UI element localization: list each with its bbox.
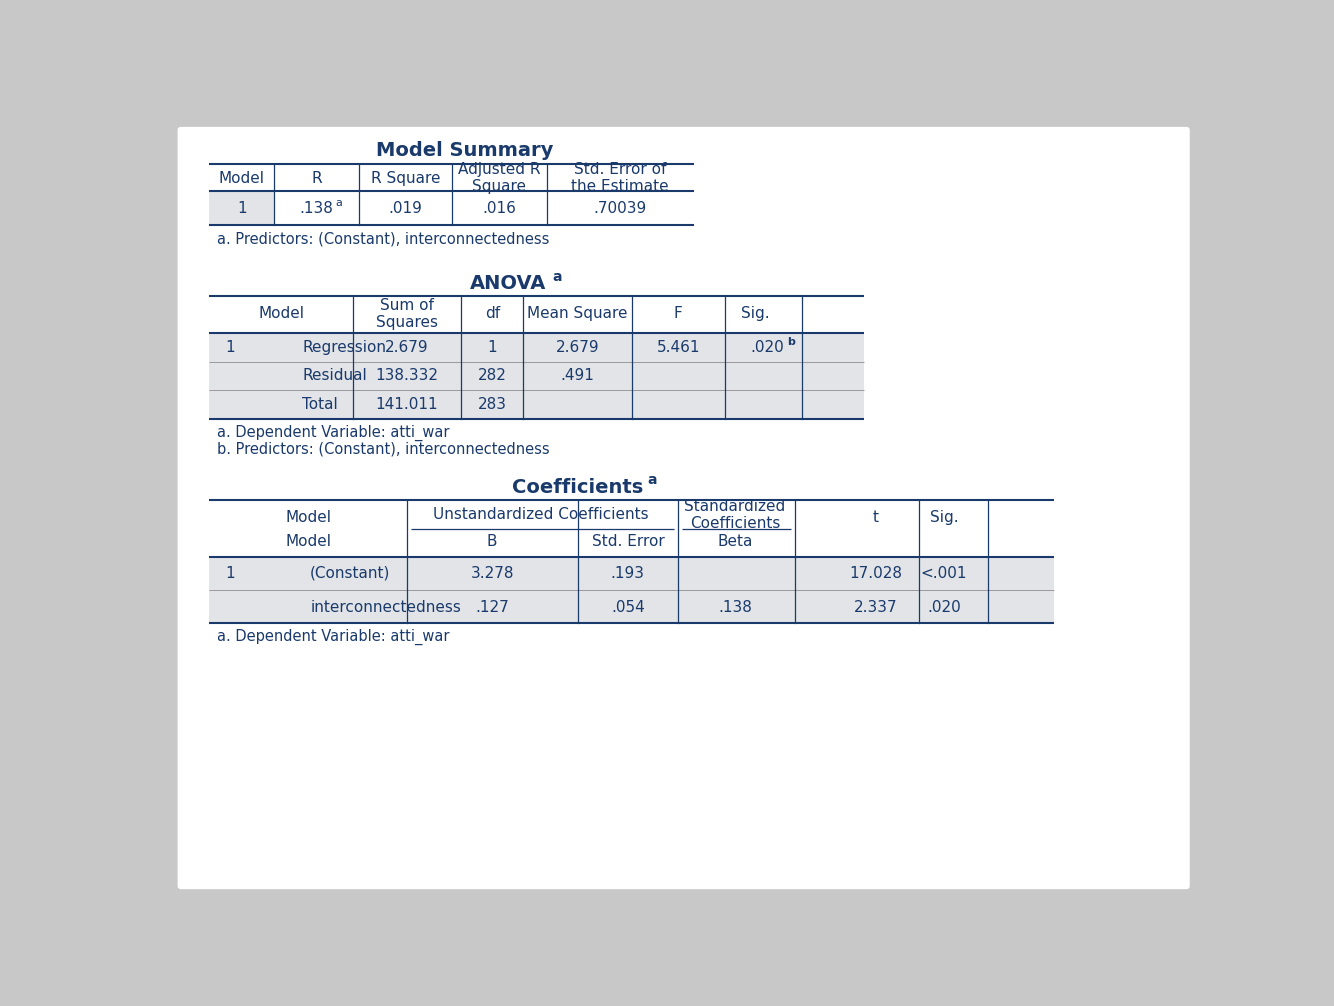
Text: df: df: [484, 307, 500, 322]
Text: b. Predictors: (Constant), interconnectedness: b. Predictors: (Constant), interconnecte…: [217, 442, 550, 457]
Text: .020: .020: [751, 340, 784, 354]
Text: 3.278: 3.278: [471, 566, 514, 581]
Text: <.001: <.001: [920, 566, 967, 581]
Text: 138.332: 138.332: [375, 368, 439, 383]
FancyBboxPatch shape: [209, 333, 864, 418]
Text: 1: 1: [487, 340, 498, 354]
Text: Sig.: Sig.: [930, 510, 958, 525]
Text: .70039: .70039: [594, 201, 647, 216]
Text: ANOVA: ANOVA: [470, 274, 546, 293]
Text: 282: 282: [478, 368, 507, 383]
Text: Model: Model: [285, 534, 332, 549]
Text: a: a: [647, 473, 656, 487]
Text: Sig.: Sig.: [742, 307, 770, 322]
Text: Std. Error: Std. Error: [591, 534, 664, 549]
FancyBboxPatch shape: [177, 127, 1190, 889]
Text: b: b: [787, 337, 795, 347]
Text: Unstandardized Coefficients: Unstandardized Coefficients: [434, 507, 648, 522]
Text: .019: .019: [388, 201, 423, 216]
Text: a. Predictors: (Constant), interconnectedness: a. Predictors: (Constant), interconnecte…: [217, 231, 550, 246]
Text: Regression: Regression: [303, 340, 387, 354]
Text: .127: .127: [475, 600, 510, 615]
Text: interconnectedness: interconnectedness: [309, 600, 462, 615]
Text: .016: .016: [483, 201, 516, 216]
Text: .020: .020: [927, 600, 960, 615]
Text: 2.679: 2.679: [556, 340, 599, 354]
Text: Beta: Beta: [718, 534, 752, 549]
Text: Mean Square: Mean Square: [527, 307, 628, 322]
Text: 1: 1: [225, 566, 235, 581]
Text: a. Dependent Variable: atti_war: a. Dependent Variable: atti_war: [217, 425, 450, 441]
Text: F: F: [674, 307, 683, 322]
Text: Model: Model: [259, 306, 304, 321]
Text: Coefficients: Coefficients: [512, 478, 643, 497]
Text: 1: 1: [225, 340, 235, 354]
Text: Std. Error of
the Estimate: Std. Error of the Estimate: [571, 162, 668, 194]
Text: Model: Model: [285, 510, 332, 525]
Text: Adjusted R
Square: Adjusted R Square: [458, 162, 540, 194]
Text: 283: 283: [478, 396, 507, 411]
Text: 5.461: 5.461: [656, 340, 700, 354]
Text: 1: 1: [237, 201, 247, 216]
Text: Residual: Residual: [303, 368, 367, 383]
Text: a: a: [552, 270, 562, 284]
Text: (Constant): (Constant): [309, 566, 391, 581]
Text: Total: Total: [303, 396, 338, 411]
FancyBboxPatch shape: [209, 191, 273, 225]
Text: Model Summary: Model Summary: [376, 141, 554, 160]
Text: R Square: R Square: [371, 171, 440, 186]
Text: .491: .491: [560, 368, 595, 383]
Text: Model: Model: [219, 171, 265, 186]
Text: B: B: [487, 534, 498, 549]
Text: t: t: [872, 510, 879, 525]
FancyBboxPatch shape: [209, 556, 1054, 623]
Text: .193: .193: [611, 566, 644, 581]
Text: .054: .054: [611, 600, 644, 615]
Text: 141.011: 141.011: [376, 396, 439, 411]
Text: .138: .138: [299, 201, 334, 216]
Text: a: a: [336, 198, 343, 208]
Text: .138: .138: [718, 600, 752, 615]
Text: 2.679: 2.679: [386, 340, 428, 354]
Text: 2.337: 2.337: [854, 600, 898, 615]
Text: 17.028: 17.028: [850, 566, 902, 581]
Text: Standardized
Coefficients: Standardized Coefficients: [684, 499, 786, 531]
Text: Sum of
Squares: Sum of Squares: [376, 298, 438, 330]
Text: a. Dependent Variable: atti_war: a. Dependent Variable: atti_war: [217, 630, 450, 646]
Text: R: R: [311, 171, 321, 186]
